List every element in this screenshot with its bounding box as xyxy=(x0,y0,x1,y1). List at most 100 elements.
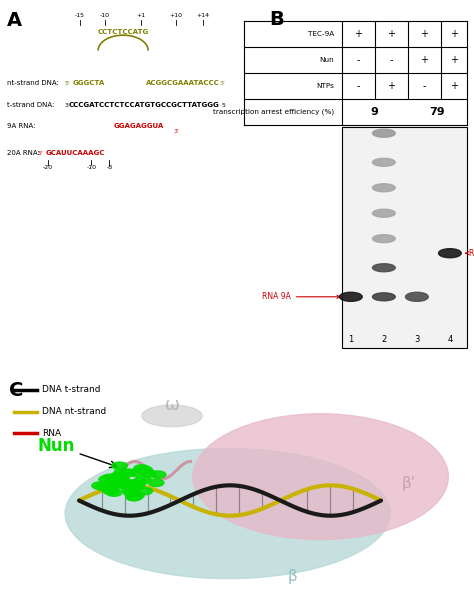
Text: RNA 9A: RNA 9A xyxy=(262,293,340,302)
Text: 20A RNA:: 20A RNA: xyxy=(7,150,40,157)
Ellipse shape xyxy=(373,184,395,192)
Text: +10: +10 xyxy=(169,13,182,18)
Circle shape xyxy=(114,473,130,480)
Circle shape xyxy=(102,474,118,482)
Text: -: - xyxy=(390,55,393,65)
Circle shape xyxy=(121,469,137,476)
Text: t-strand DNA:: t-strand DNA: xyxy=(7,102,55,108)
Text: ACGGCGAAATACCC: ACGGCGAAATACCC xyxy=(146,80,219,86)
Circle shape xyxy=(128,483,145,490)
Text: +: + xyxy=(450,55,458,65)
Text: C: C xyxy=(9,381,24,400)
Text: CCCGATCCTCTCCATGTGCCGCTTATGGG: CCCGATCCTCTCCATGTGCCGCTTATGGG xyxy=(69,102,219,108)
Circle shape xyxy=(108,480,123,487)
Ellipse shape xyxy=(373,209,395,217)
Text: CCTCTCCATG: CCTCTCCATG xyxy=(98,29,149,35)
Text: GGAGAGGUA: GGAGAGGUA xyxy=(114,123,164,129)
Text: +: + xyxy=(450,81,458,91)
Text: RNA 10C: RNA 10C xyxy=(466,249,474,258)
Text: +: + xyxy=(387,81,395,91)
Circle shape xyxy=(150,471,166,479)
Text: -: - xyxy=(422,81,426,91)
Circle shape xyxy=(92,482,108,489)
Text: -8: -8 xyxy=(107,166,112,170)
Circle shape xyxy=(114,481,130,488)
Circle shape xyxy=(148,479,164,486)
Text: 9A RNA:: 9A RNA: xyxy=(7,123,36,129)
Circle shape xyxy=(96,483,112,491)
Ellipse shape xyxy=(438,249,461,258)
Circle shape xyxy=(112,480,128,487)
Circle shape xyxy=(126,494,142,501)
Text: -: - xyxy=(356,81,360,91)
Text: -10: -10 xyxy=(100,13,110,18)
Text: +: + xyxy=(420,29,428,39)
Text: GGGCTA: GGGCTA xyxy=(73,80,105,86)
Text: -10: -10 xyxy=(86,166,96,170)
Ellipse shape xyxy=(405,292,428,302)
Text: +: + xyxy=(387,29,395,39)
Ellipse shape xyxy=(373,264,395,272)
Text: -15: -15 xyxy=(75,13,85,18)
Text: β: β xyxy=(288,569,298,584)
Text: 79: 79 xyxy=(429,107,445,117)
Text: 2: 2 xyxy=(381,335,386,344)
Circle shape xyxy=(118,479,134,486)
Text: DNA nt-strand: DNA nt-strand xyxy=(42,407,106,416)
Text: -20: -20 xyxy=(43,166,53,170)
Circle shape xyxy=(112,462,128,470)
Circle shape xyxy=(114,479,129,486)
Text: A: A xyxy=(7,11,22,30)
Text: 4: 4 xyxy=(447,335,453,344)
Circle shape xyxy=(122,486,138,494)
Text: 5': 5' xyxy=(38,151,44,156)
Circle shape xyxy=(137,466,153,474)
Circle shape xyxy=(127,493,142,500)
Circle shape xyxy=(123,489,139,497)
Circle shape xyxy=(128,470,144,477)
Text: 1: 1 xyxy=(348,335,354,344)
Text: ω: ω xyxy=(164,396,180,414)
Text: +: + xyxy=(450,29,458,39)
Circle shape xyxy=(106,489,122,496)
Circle shape xyxy=(120,480,136,487)
Text: 3': 3' xyxy=(173,129,179,134)
Circle shape xyxy=(134,465,149,472)
Text: 9: 9 xyxy=(371,107,379,117)
Text: B: B xyxy=(269,10,283,29)
Circle shape xyxy=(99,476,115,483)
Text: DNA t-strand: DNA t-strand xyxy=(42,385,100,394)
Text: 3': 3' xyxy=(220,81,226,85)
Text: 5: 5 xyxy=(222,103,226,108)
Circle shape xyxy=(137,488,153,495)
Circle shape xyxy=(128,492,144,499)
Circle shape xyxy=(113,476,128,484)
Circle shape xyxy=(103,487,118,495)
Text: 5': 5' xyxy=(65,81,71,85)
Ellipse shape xyxy=(193,414,448,539)
Circle shape xyxy=(114,468,130,476)
Text: +14: +14 xyxy=(196,13,210,18)
Text: transcription arrest efficiency (%): transcription arrest efficiency (%) xyxy=(213,109,334,116)
Text: NTPs: NTPs xyxy=(316,83,334,89)
Circle shape xyxy=(104,475,120,482)
Text: β': β' xyxy=(402,476,416,491)
Ellipse shape xyxy=(339,292,362,302)
Text: GCAUUCAAAGC: GCAUUCAAAGC xyxy=(46,150,105,157)
Circle shape xyxy=(128,480,144,488)
Circle shape xyxy=(131,479,147,486)
Circle shape xyxy=(135,476,151,483)
Circle shape xyxy=(140,470,156,477)
Text: +: + xyxy=(354,29,362,39)
Text: nt-strand DNA:: nt-strand DNA: xyxy=(7,80,59,86)
Text: +1: +1 xyxy=(137,13,146,18)
Text: 3: 3 xyxy=(64,103,69,108)
Text: Nun: Nun xyxy=(319,57,334,63)
Ellipse shape xyxy=(373,129,395,137)
Text: -: - xyxy=(356,55,360,65)
Text: 3: 3 xyxy=(414,335,419,344)
Circle shape xyxy=(110,472,126,480)
Ellipse shape xyxy=(65,448,390,579)
Text: Nun: Nun xyxy=(37,436,117,468)
Ellipse shape xyxy=(373,293,395,301)
